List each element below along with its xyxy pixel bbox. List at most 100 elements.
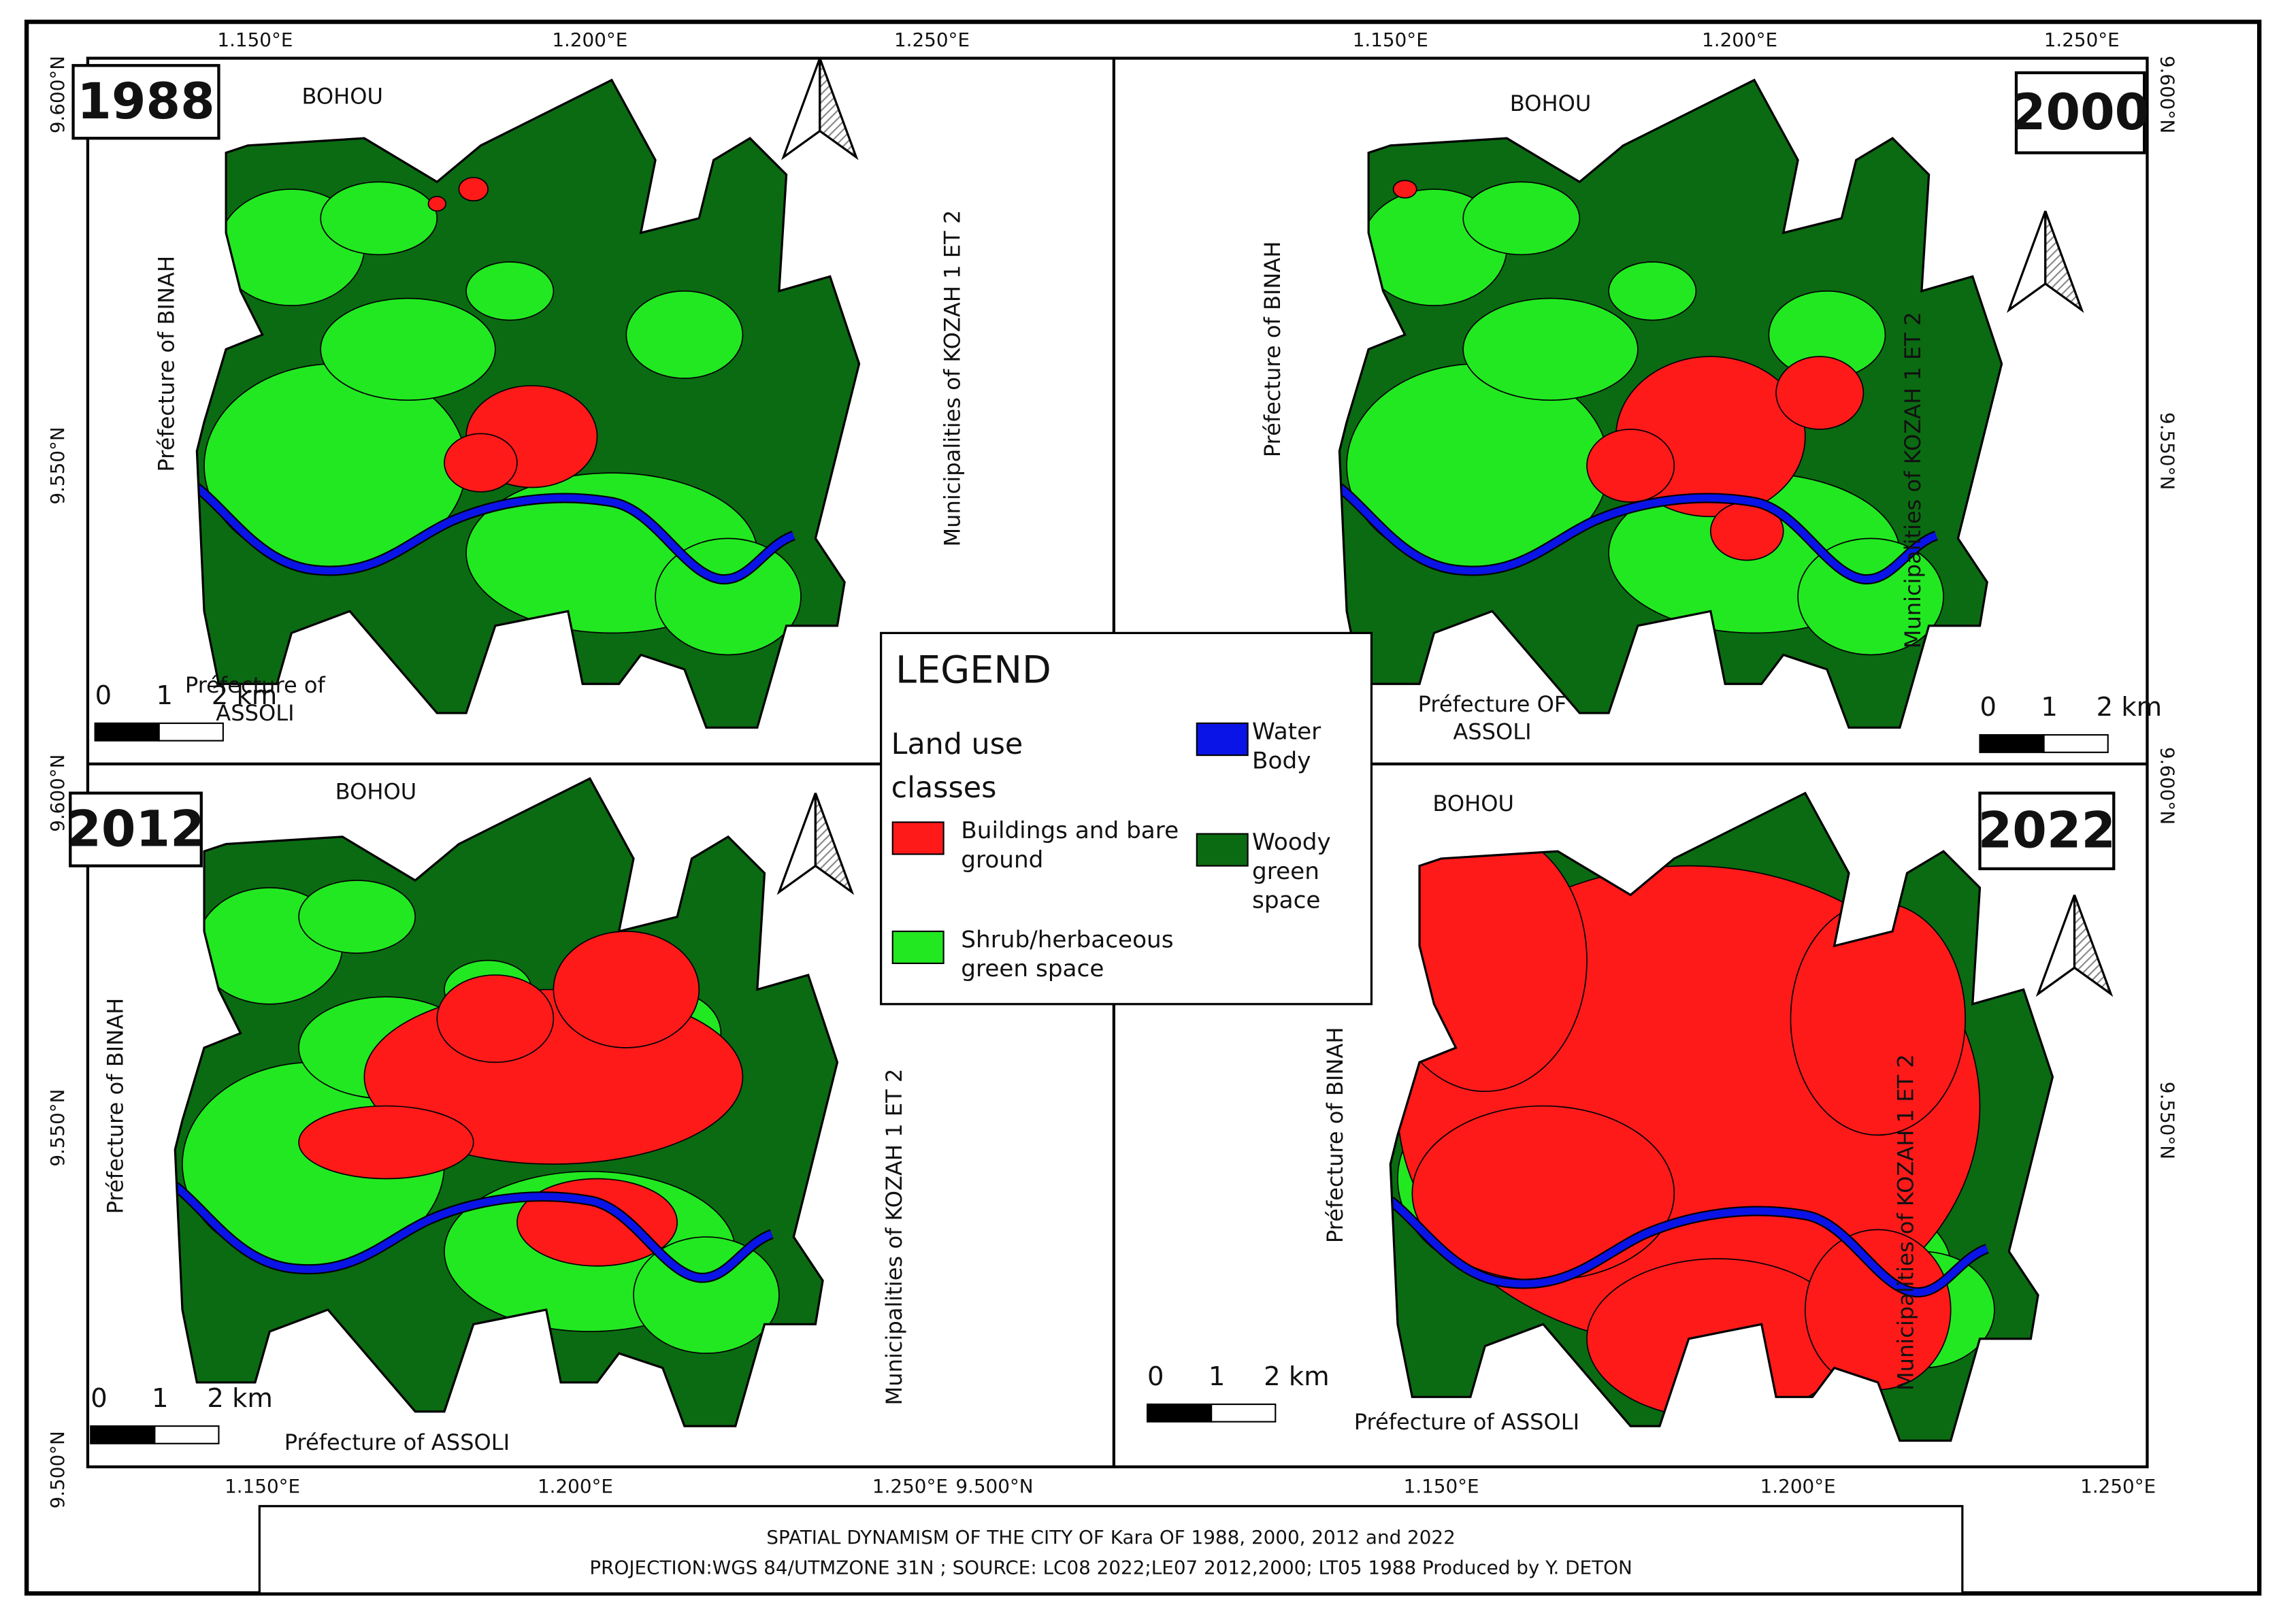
built-patch <box>553 931 700 1048</box>
scale-bar <box>1211 1403 1277 1423</box>
built-patch <box>458 177 489 202</box>
coordinate-label: 1.150°E <box>1353 29 1428 51</box>
scale-bar <box>1146 1403 1213 1423</box>
shrub-patch <box>1462 297 1639 401</box>
panel: 2000 BOHOU Préfecture of BINAH Municipaliti… <box>1260 71 2162 753</box>
built-patch <box>1804 1229 1952 1391</box>
place-label-box: Préfecture of ASSOLI <box>184 672 325 726</box>
shrub-patch <box>320 297 496 401</box>
coordinate-label: 9.600°N <box>2156 56 2178 133</box>
shrub-patch <box>320 181 438 256</box>
year-label: 1988 <box>77 73 214 131</box>
scale-label: 1 <box>156 680 172 711</box>
coordinate-label: 1.150°E <box>1404 1475 1479 1497</box>
scale-bar <box>1979 734 2045 753</box>
legend-title: LEGEND <box>896 648 1051 692</box>
panel: 1988 BOHOU Préfecture of BINAH Municipaliti… <box>71 58 966 742</box>
built-patch <box>444 433 518 493</box>
built-patch <box>427 195 446 212</box>
built-patch <box>1775 356 1865 430</box>
place-label: Municipalities of KOZAH 1 ET 2 <box>1900 312 1926 648</box>
place-label: Préfecture of BINAH <box>1260 242 1285 458</box>
built-patch <box>1586 429 1675 503</box>
legend-label-box: Shrub/herbaceous green space <box>961 925 1174 982</box>
place-label: Préfecture of BINAH <box>1322 1027 1348 1244</box>
title-block <box>258 1505 1964 1595</box>
coordinate-label: 1.150°E <box>217 29 293 51</box>
place-label: Préfecture of BINAH <box>103 998 129 1214</box>
coordinate-label: 1.200°E <box>1702 29 1777 51</box>
north-arrow <box>814 793 855 895</box>
coordinate-label: 1.200°E <box>552 29 627 51</box>
city-boundary <box>1338 78 2003 729</box>
land-cover <box>175 778 838 1427</box>
scale-label: 0 <box>91 1383 108 1414</box>
coordinate-label: 9.500°N <box>955 1475 1033 1497</box>
north-arrow <box>2044 210 2084 313</box>
city-map <box>1389 791 2054 1442</box>
coordinate-label: 9.550°N <box>2156 412 2178 490</box>
north-arrow <box>2073 894 2114 997</box>
legend-label-box: Woody green space <box>1252 828 1331 914</box>
legend: LEGEND Land use classes Buildings and bar… <box>880 631 1373 1006</box>
legend-label: Buildings and bare ground <box>961 816 1179 874</box>
scale-label: 2 km <box>212 680 278 711</box>
river <box>197 484 795 583</box>
coordinate-label: 1.250°E <box>872 1475 948 1497</box>
land-cover <box>1339 80 2002 728</box>
scale-label: 0 <box>1147 1361 1164 1392</box>
legend-label: Woody green space <box>1252 828 1331 914</box>
north-arrow <box>819 58 859 161</box>
place-label: Préfecture of ASSOLI <box>184 672 325 726</box>
place-label: BOHOU <box>1432 791 1514 816</box>
legend-swatch <box>1196 833 1249 867</box>
panel: 2012 BOHOU Préfecture of BINAH Municipaliti… <box>67 777 907 1455</box>
scale-label: 2 km <box>1264 1361 1330 1392</box>
city-boundary <box>1389 791 2054 1442</box>
built-patch <box>436 974 555 1063</box>
city-boundary <box>195 78 861 729</box>
legend-box <box>880 631 1373 1006</box>
scale-bar <box>154 1425 220 1444</box>
coordinate-label: 9.600°N <box>46 755 69 832</box>
caption-line: PROJECTION:WGS 84/UTMZONE 31N ; SOURCE: … <box>589 1557 1632 1579</box>
coordinate-label: 1.200°E <box>538 1475 613 1497</box>
place-label: Préfecture of ASSOLI <box>284 1429 510 1455</box>
legend-swatch <box>891 930 945 965</box>
coordinates: 1.150°E 1.200°E 1.250°E 1.150°E 1.200°E 1.250… <box>46 29 2178 1509</box>
scale-label: 1 <box>2041 692 2058 723</box>
coordinate-label: 1.200°E <box>1760 1475 1836 1497</box>
place-label: Préfecture of ASSOLI <box>1354 1409 1579 1435</box>
shrub-patch <box>465 261 555 321</box>
shrub-patch <box>298 880 416 954</box>
coordinate-label: 1.150°E <box>225 1475 300 1497</box>
scale-label: 0 <box>95 680 112 711</box>
place-label: BOHOU <box>1510 90 1592 116</box>
river <box>1390 1197 1989 1296</box>
panel: 2022 BOHOU Préfecture of BINAH Municipaliti… <box>1146 791 2116 1442</box>
legend-label: Shrub/herbaceous green space <box>961 925 1174 982</box>
coordinate-label: 9.550°N <box>46 1089 69 1166</box>
coordinate-label: 9.550°N <box>2156 1082 2178 1159</box>
place-label-box: Préfecture OF ASSOLI <box>1417 691 1567 745</box>
year-box <box>69 791 203 867</box>
legend-subtitle-box: Land use classes <box>891 726 1023 805</box>
place-label: Préfecture of BINAH <box>154 256 180 472</box>
city-boundary <box>174 777 839 1427</box>
built-patch <box>1390 829 1588 1093</box>
legend-label-box: Water Body <box>1252 717 1321 774</box>
place-label: BOHOU <box>301 83 383 109</box>
scale-bar <box>2043 734 2109 753</box>
panels: 1988 BOHOU Préfecture of BINAH Municipaliti… <box>67 58 2162 1455</box>
scale-label: 1 <box>152 1383 169 1414</box>
coordinate-label: 1.250°E <box>894 29 970 51</box>
north-arrow <box>781 58 821 161</box>
scale-label: 1 <box>1209 1361 1225 1392</box>
year-label: 2022 <box>1978 802 2116 860</box>
scale-bar <box>94 722 160 742</box>
year-box <box>1978 791 2116 871</box>
legend-label: Water Body <box>1252 717 1321 774</box>
place-label: Préfecture OF ASSOLI <box>1417 691 1567 745</box>
land-cover <box>1390 793 2053 1441</box>
